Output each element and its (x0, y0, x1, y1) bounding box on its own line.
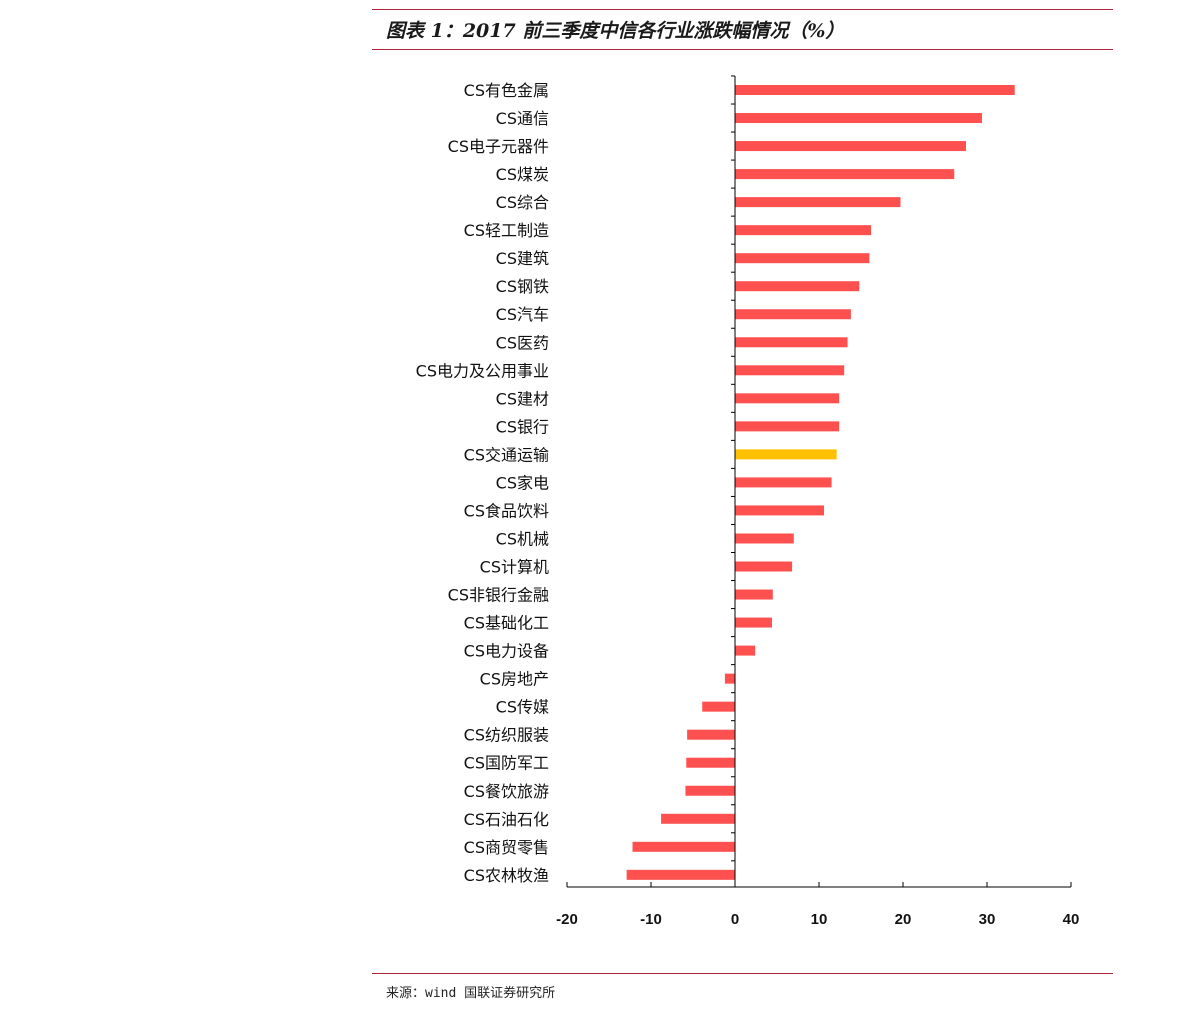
x-tick-label-5: 30 (979, 911, 996, 928)
bar-5 (735, 197, 901, 208)
category-label-10: CS医药 (496, 333, 549, 352)
bars-group (626, 85, 1015, 880)
category-label-8: CS钢铁 (496, 277, 549, 296)
bar-29 (626, 869, 735, 880)
category-labels-group: CS有色金属 CS通信 CS电子元器件 CS煤炭 CS综合 CS轻工制造 CS建筑 CS钢铁 C… (416, 81, 549, 885)
category-label-29: CS农林牧渔 (464, 866, 549, 885)
bar-13 (735, 421, 840, 432)
x-tick-label-6: 40 (1063, 911, 1080, 928)
bar-2 (735, 113, 982, 124)
bar-20 (735, 617, 772, 628)
category-label-14: CS交通运输 (464, 445, 549, 464)
category-label-19: CS非银行金融 (448, 586, 549, 605)
axes-group: -20 -10 0 10 20 30 40 (556, 75, 1080, 928)
category-label-28: CS商贸零售 (464, 838, 549, 857)
category-label-26: CS餐饮旅游 (464, 782, 549, 801)
bar-26 (685, 785, 735, 796)
category-label-2: CS通信 (496, 109, 549, 128)
bar-27 (661, 813, 735, 824)
category-label-18: CS计算机 (480, 558, 549, 577)
bar-21 (735, 645, 756, 656)
bar-12 (735, 393, 840, 404)
category-label-5: CS综合 (496, 193, 549, 212)
bar-9 (735, 309, 851, 320)
category-label-20: CS基础化工 (464, 614, 549, 633)
category-label-27: CS石油石化 (464, 810, 549, 829)
bar-17 (735, 533, 794, 544)
category-label-21: CS电力设备 (464, 642, 549, 661)
category-label-25: CS国防军工 (464, 754, 549, 773)
figure-title: 图表 1：2017 前三季度中信各行业涨跌幅情况（%） (386, 20, 845, 42)
source-note: 来源：wind 国联证券研究所 (386, 986, 556, 1001)
category-label-7: CS建筑 (496, 249, 549, 268)
bar-1 (735, 85, 1015, 95)
category-label-11: CS电力及公用事业 (416, 361, 549, 380)
category-label-24: CS纺织服装 (464, 726, 549, 745)
category-label-9: CS汽车 (496, 305, 549, 324)
bar-3 (735, 141, 966, 152)
x-tick-label-3: 10 (811, 911, 828, 928)
category-label-23: CS传媒 (496, 698, 549, 717)
x-tick-label-0: -20 (556, 911, 578, 928)
category-label-17: CS机械 (496, 529, 549, 548)
bar-16 (735, 505, 825, 516)
title-rule (372, 49, 1113, 50)
category-label-4: CS煤炭 (496, 165, 549, 184)
bar-22 (724, 673, 735, 684)
top-rule (372, 9, 1113, 10)
bar-10 (735, 337, 848, 348)
bar-11 (735, 365, 845, 376)
bar-18 (735, 561, 793, 572)
bar-24 (687, 729, 735, 740)
category-label-22: CS房地产 (480, 670, 549, 689)
x-tick-label-4: 20 (895, 911, 912, 928)
x-tick-label-2: 0 (731, 911, 739, 928)
x-tick-label-1: -10 (640, 911, 662, 928)
category-label-12: CS建材 (496, 389, 549, 408)
bar-6 (735, 225, 872, 236)
bottom-rule (372, 973, 1113, 974)
bar-14 (735, 449, 837, 460)
bar-25 (686, 757, 735, 768)
category-label-3: CS电子元器件 (448, 137, 549, 156)
category-label-1: CS有色金属 (464, 81, 549, 100)
bar-19 (735, 589, 773, 600)
bar-7 (735, 253, 870, 264)
bar-15 (735, 477, 832, 488)
bar-4 (735, 169, 955, 180)
bar-8 (735, 281, 860, 292)
category-label-16: CS食品饮料 (464, 501, 549, 520)
category-label-15: CS家电 (496, 473, 549, 492)
category-label-6: CS轻工制造 (464, 221, 549, 240)
bar-28 (632, 841, 735, 852)
bar-23 (702, 701, 735, 712)
category-label-13: CS银行 (496, 417, 549, 436)
